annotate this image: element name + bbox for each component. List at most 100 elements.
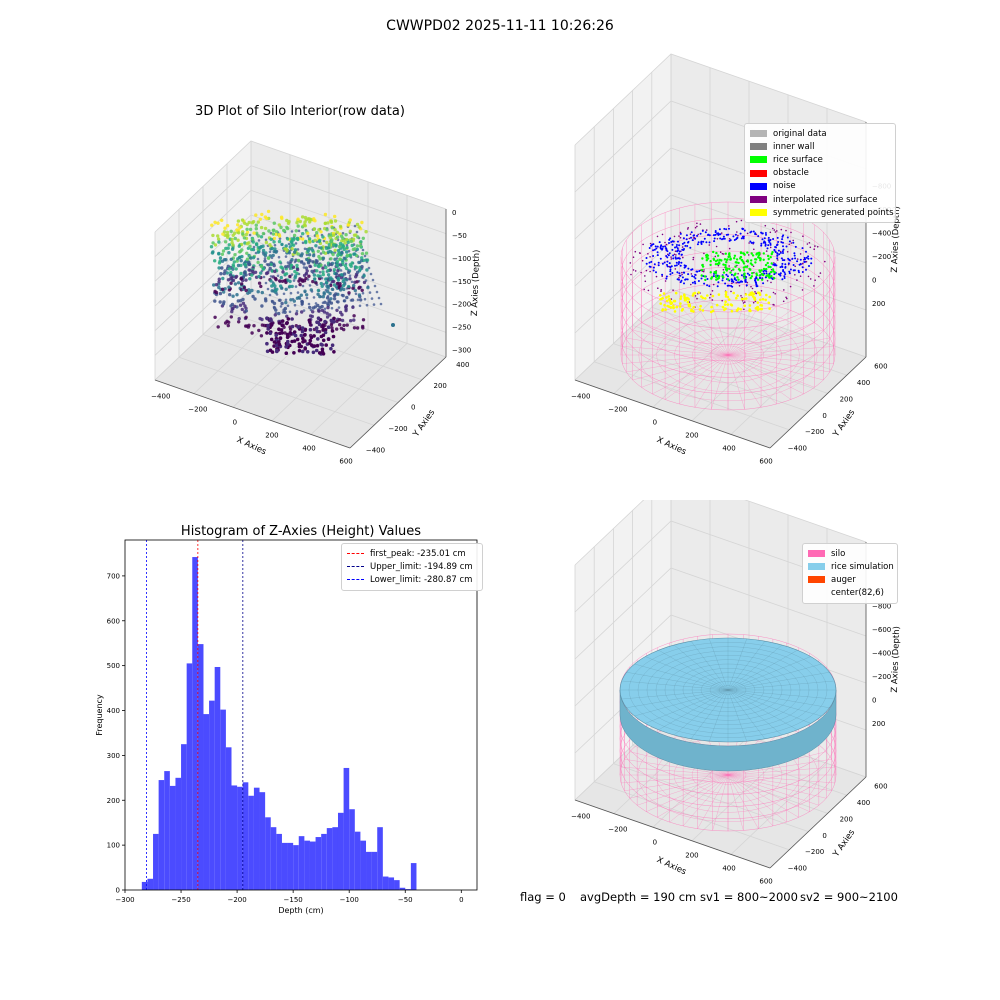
- scatter-point: [300, 299, 304, 304]
- x-tick-label: 0: [459, 896, 463, 904]
- noise-point: [805, 256, 808, 259]
- scatter-point: [301, 336, 305, 341]
- scatter-point: [244, 278, 248, 282]
- histogram-bar: [366, 851, 372, 890]
- rice-surface-point: [725, 261, 728, 264]
- plot2-3d-axes: −400−2000200400600−400−2000200400600−800…: [571, 53, 902, 465]
- interpolated-point: [660, 289, 662, 291]
- legend-label: inner wall: [773, 141, 815, 152]
- histogram-bar: [220, 709, 226, 890]
- rice-surface-point: [770, 275, 773, 278]
- interpolated-point: [681, 246, 684, 248]
- scatter-point: [316, 249, 320, 253]
- scatter-point: [361, 326, 365, 330]
- scatter-point: [309, 335, 314, 340]
- noise-point: [745, 284, 748, 287]
- scatter-point: [338, 323, 342, 327]
- noise-point: [655, 271, 657, 274]
- scatter-point: [271, 282, 276, 286]
- rice-surface-point: [767, 273, 770, 276]
- legend-swatch: [750, 182, 767, 190]
- scatter-point: [218, 259, 222, 263]
- scatter-point: [229, 281, 233, 285]
- interpolated-point: [630, 273, 632, 276]
- noise-point: [792, 264, 795, 266]
- scatter-point: [223, 226, 227, 230]
- rice-mesh-spoke: [645, 689, 729, 724]
- interpolated-point: [649, 255, 651, 258]
- noise-point: [687, 267, 690, 270]
- y-tick-label: 100: [107, 842, 120, 850]
- scatter-point: [353, 288, 357, 293]
- interpolated-point: [752, 265, 755, 268]
- scatter-point: [239, 263, 243, 268]
- scatter-point: [229, 315, 233, 319]
- scatter-point: [268, 317, 273, 321]
- interpolated-point: [702, 270, 705, 273]
- scatter-point: [317, 239, 321, 244]
- rice-surface-point: [738, 269, 742, 272]
- interpolated-point: [785, 229, 787, 232]
- rice-surface-point: [736, 276, 739, 279]
- scatter-point: [217, 285, 221, 290]
- rice-mesh-spoke: [727, 656, 811, 691]
- rice-surface-point: [750, 252, 753, 255]
- scatter-point: [213, 220, 217, 224]
- scatter-point: [284, 255, 288, 258]
- noise-point: [767, 244, 770, 247]
- scatter-point: [256, 260, 260, 265]
- scatter-point: [316, 288, 321, 293]
- rice-surface-point: [749, 276, 752, 280]
- rice-mesh-spoke: [621, 680, 729, 691]
- scatter-point: [286, 264, 290, 268]
- scatter-point: [283, 331, 287, 335]
- interpolated-point: [682, 256, 684, 259]
- scatter-point: [319, 342, 324, 347]
- scatter-point: [300, 310, 304, 314]
- noise-point: [659, 257, 662, 260]
- scatter-point: [279, 275, 283, 280]
- scatter-point: [308, 320, 312, 325]
- noise-point: [788, 272, 791, 275]
- plot1-point-cloud: [209, 209, 395, 356]
- rice-surface-point: [723, 258, 727, 261]
- symmetric-point: [701, 309, 705, 312]
- interpolated-point: [703, 252, 705, 255]
- scatter-point: [307, 253, 312, 257]
- noise-point: [713, 237, 716, 240]
- scatter-point: [323, 221, 327, 226]
- interpolated-point: [641, 259, 644, 262]
- noise-point: [750, 241, 753, 244]
- interpolated-point: [769, 246, 772, 249]
- scatter-point: [345, 278, 349, 282]
- scatter-point: [339, 276, 344, 280]
- symmetric-point: [679, 302, 682, 305]
- noise-point: [669, 273, 672, 276]
- rice-surface-point: [762, 252, 765, 255]
- scatter-point: [365, 303, 369, 307]
- interpolated-point: [664, 280, 667, 282]
- scatter-point: [263, 259, 267, 263]
- scatter-point: [337, 245, 342, 249]
- interpolated-point: [711, 290, 714, 292]
- noise-point: [672, 240, 675, 243]
- scatter-point: [290, 339, 294, 344]
- interpolated-point: [735, 282, 737, 284]
- scatter-point: [292, 237, 296, 241]
- scatter-point: [234, 267, 238, 271]
- rice-surface-point: [720, 259, 723, 262]
- noise-point: [683, 241, 686, 244]
- noise-point: [788, 240, 791, 243]
- symmetric-point: [706, 294, 709, 297]
- noise-point: [769, 242, 772, 245]
- scatter-point: [257, 328, 261, 333]
- noise-point: [810, 257, 813, 260]
- scatter-point: [357, 225, 361, 229]
- noise-point: [767, 239, 770, 242]
- scatter-point: [347, 291, 351, 295]
- scatter-point: [341, 231, 345, 235]
- noise-point: [769, 238, 772, 241]
- noise-point: [676, 271, 679, 274]
- scatter-point: [231, 243, 235, 247]
- noise-point: [645, 262, 648, 265]
